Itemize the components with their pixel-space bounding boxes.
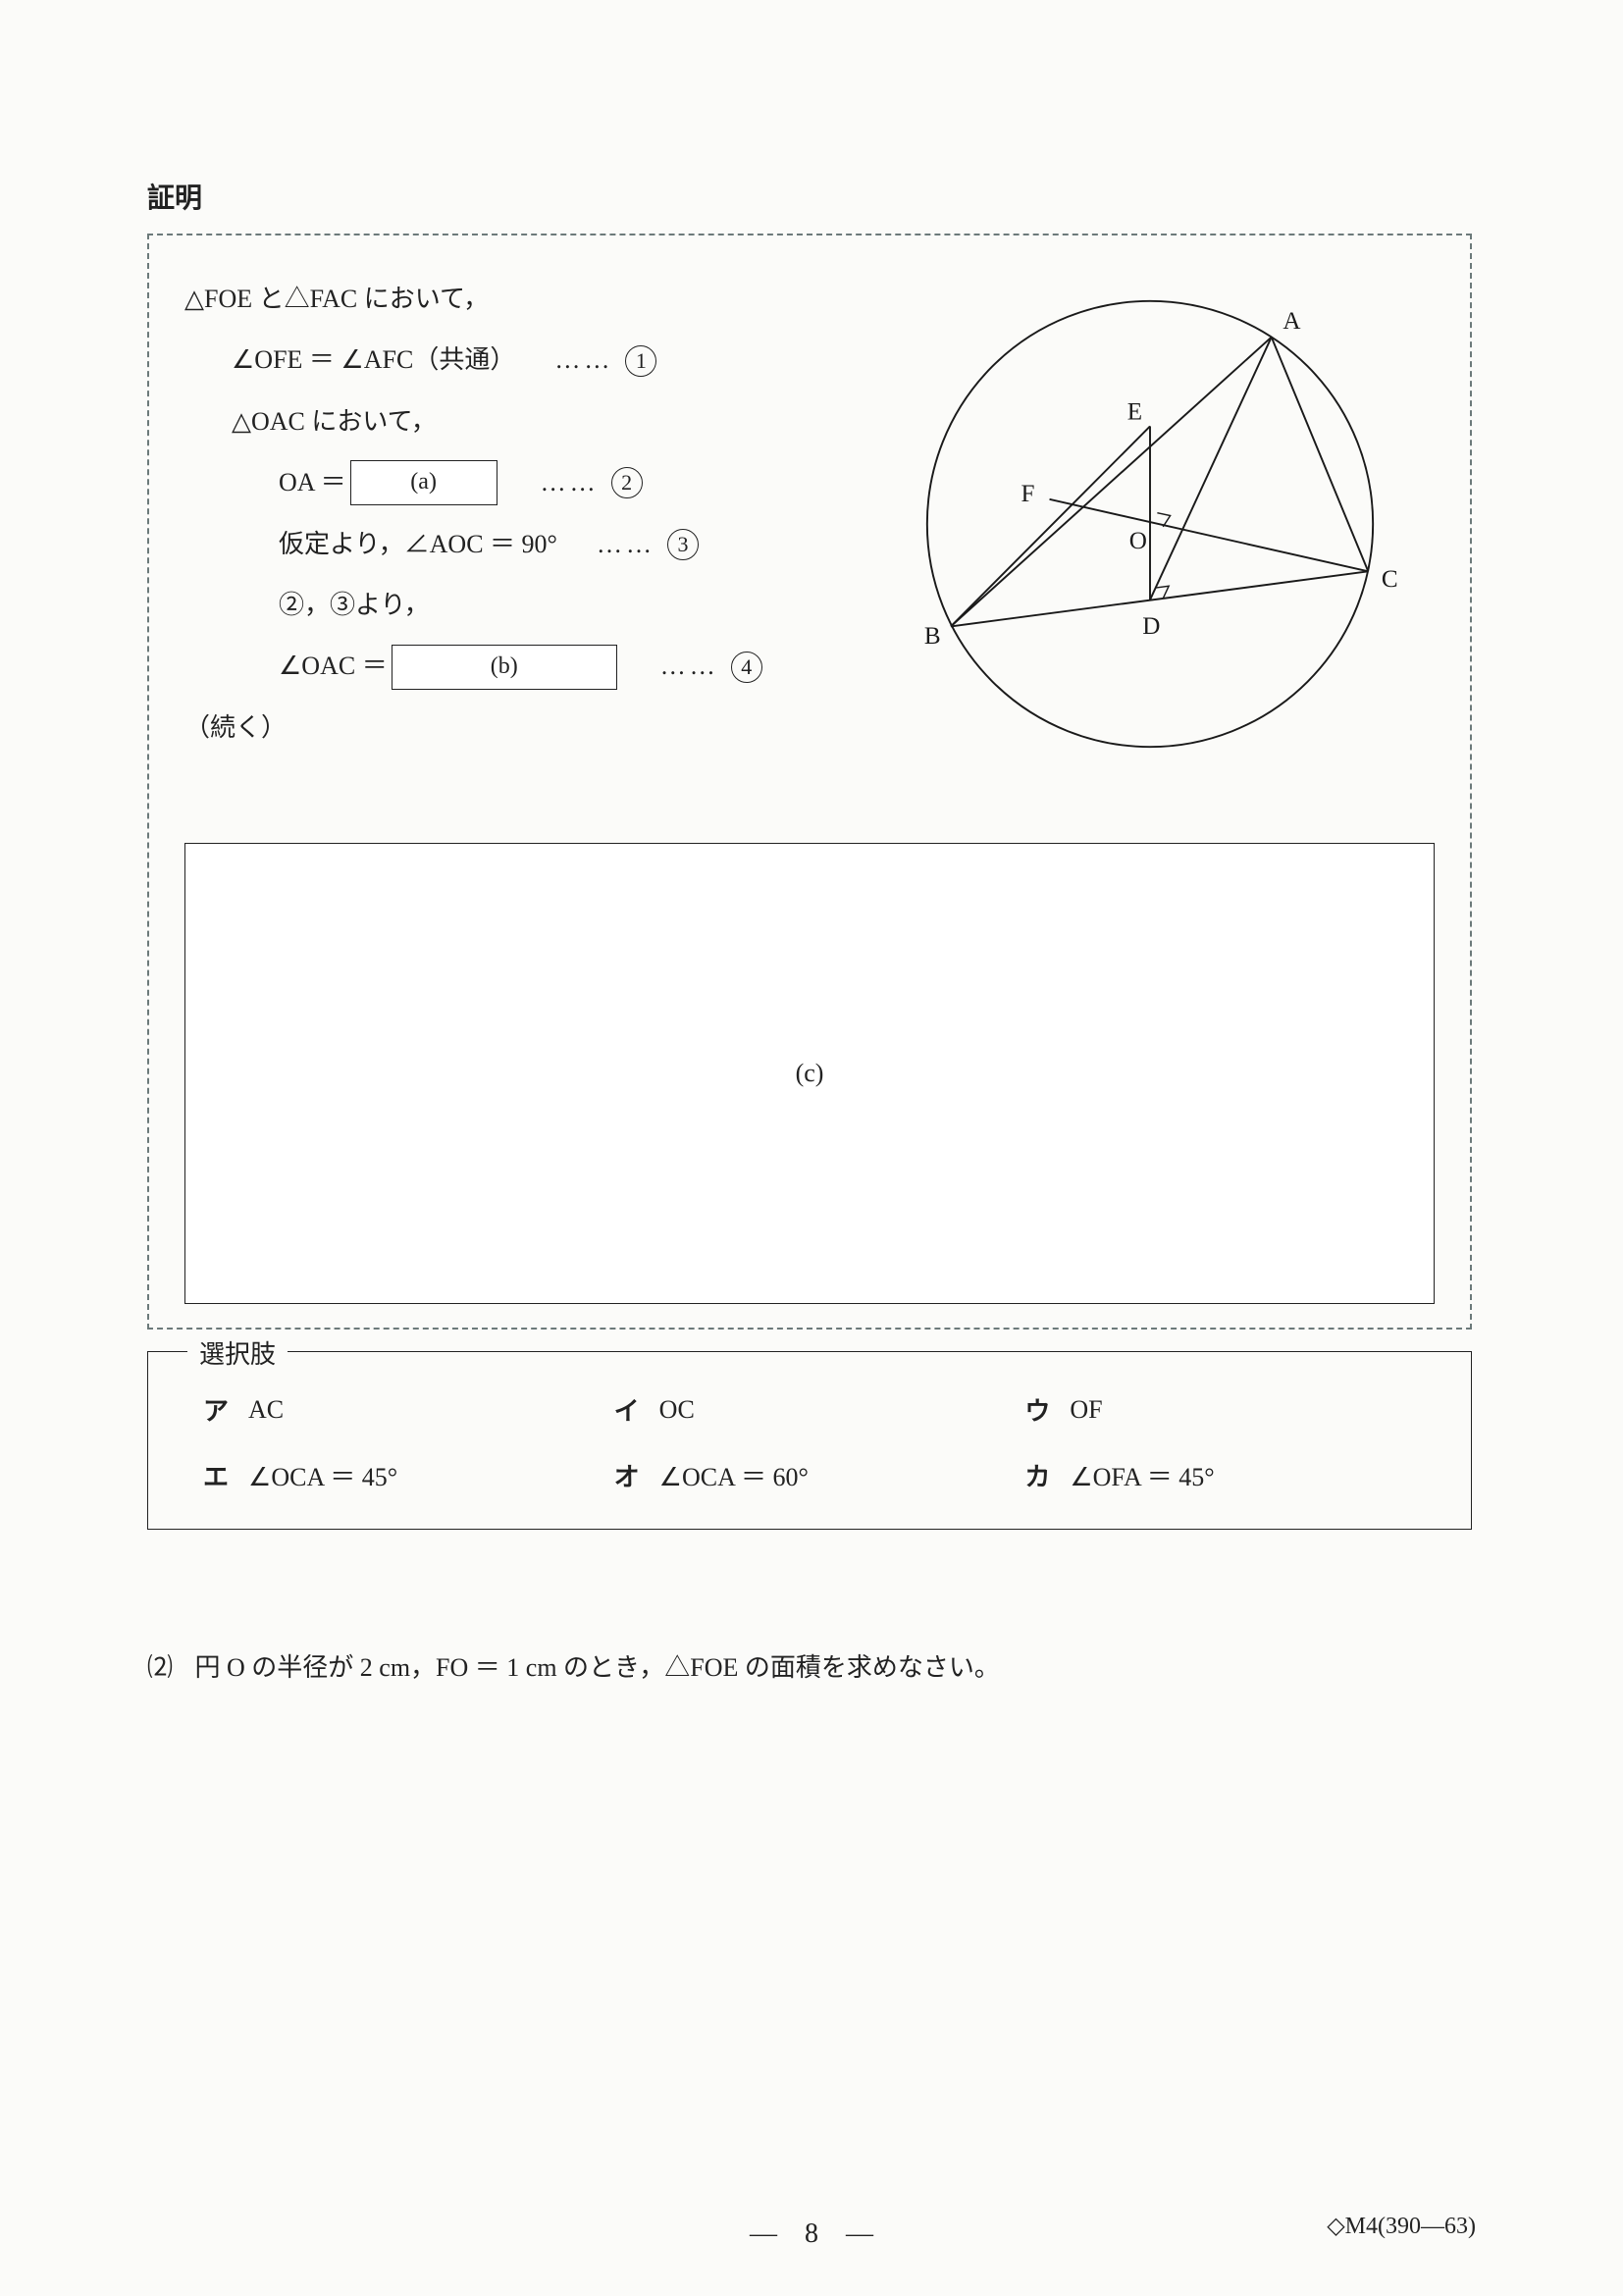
- choice-key: オ: [614, 1457, 640, 1493]
- blank-c-label: (c): [796, 1059, 824, 1088]
- proof-line-7-prefix: ∠OAC ＝: [279, 636, 388, 697]
- choice-text: ∠OFA ＝ 45°: [1070, 1457, 1214, 1493]
- q2-text: 円 O の半径が 2 cm，FO ＝ 1 cm のとき，△FOE の面積を求めな…: [195, 1653, 1000, 1682]
- proof-line-2: ∠OFE ＝ ∠AFC（共通）: [232, 330, 515, 391]
- proof-line-4-prefix: OA ＝: [279, 452, 346, 513]
- reference-code: ◇M4(390―63): [1327, 2212, 1476, 2240]
- choice-item: イ OC: [614, 1391, 1006, 1428]
- svg-text:B: B: [924, 623, 941, 650]
- svg-text:C: C: [1382, 566, 1398, 593]
- dots: ……: [541, 452, 600, 513]
- q2-number: ⑵: [147, 1653, 173, 1682]
- choices-box: 選択肢 アACイOCウOFエ∠OCA ＝ 45°オ∠OCA ＝ 60°カ∠OFA…: [147, 1351, 1472, 1530]
- page-number: ― 8 ―: [750, 2212, 873, 2251]
- blank-c-box[interactable]: (c): [184, 843, 1435, 1304]
- circled-1: 1: [625, 345, 656, 377]
- proof-text: △FOE と△FAC において， ∠OFE ＝ ∠AFC（共通） …… 1 △O…: [184, 269, 856, 786]
- blank-a[interactable]: (a): [350, 460, 497, 505]
- choice-text: AC: [248, 1395, 284, 1425]
- circled-3: 3: [667, 529, 699, 560]
- proof-line-8: （続く）: [184, 698, 287, 758]
- geometry-diagram: A B C D E F O: [865, 269, 1435, 786]
- dots: ……: [554, 330, 613, 391]
- choices-legend: 選択肢: [187, 1334, 288, 1371]
- choice-text: OC: [659, 1395, 695, 1425]
- svg-text:A: A: [1283, 308, 1300, 335]
- choice-item: エ ∠OCA ＝ 45°: [203, 1457, 595, 1493]
- dots: ……: [660, 636, 719, 697]
- svg-text:F: F: [1021, 481, 1035, 507]
- proof-line-5: 仮定より，∠AOC ＝ 90°: [279, 514, 557, 575]
- choice-key: ア: [203, 1391, 229, 1428]
- choice-text: OF: [1070, 1395, 1102, 1425]
- proof-line-6: ②，③より，: [279, 575, 430, 636]
- choice-text: ∠OCA ＝ 60°: [659, 1457, 809, 1493]
- choice-key: カ: [1024, 1457, 1050, 1493]
- proof-box: △FOE と△FAC において， ∠OFE ＝ ∠AFC（共通） …… 1 △O…: [147, 234, 1472, 1330]
- choice-item: ア AC: [203, 1391, 595, 1428]
- proof-line-1: △FOE と△FAC において，: [184, 269, 489, 330]
- section-title: 証明: [147, 177, 1476, 216]
- choice-text: ∠OCA ＝ 45°: [248, 1457, 397, 1493]
- choice-key: イ: [614, 1391, 640, 1428]
- svg-text:E: E: [1127, 399, 1142, 426]
- choice-key: ウ: [1024, 1391, 1050, 1428]
- choice-key: エ: [203, 1457, 229, 1493]
- proof-line-3: △OAC において，: [232, 391, 437, 452]
- svg-text:D: D: [1142, 613, 1160, 640]
- circled-2: 2: [611, 467, 643, 498]
- blank-b[interactable]: (b): [392, 645, 617, 690]
- dots: ……: [597, 514, 655, 575]
- choice-item: カ ∠OFA ＝ 45°: [1024, 1457, 1416, 1493]
- circled-4: 4: [731, 652, 762, 683]
- choice-item: ウ OF: [1024, 1391, 1416, 1428]
- svg-text:O: O: [1129, 528, 1147, 554]
- question-2: ⑵ 円 O の半径が 2 cm，FO ＝ 1 cm のとき，△FOE の面積を求…: [147, 1647, 1476, 1684]
- choice-item: オ ∠OCA ＝ 60°: [614, 1457, 1006, 1493]
